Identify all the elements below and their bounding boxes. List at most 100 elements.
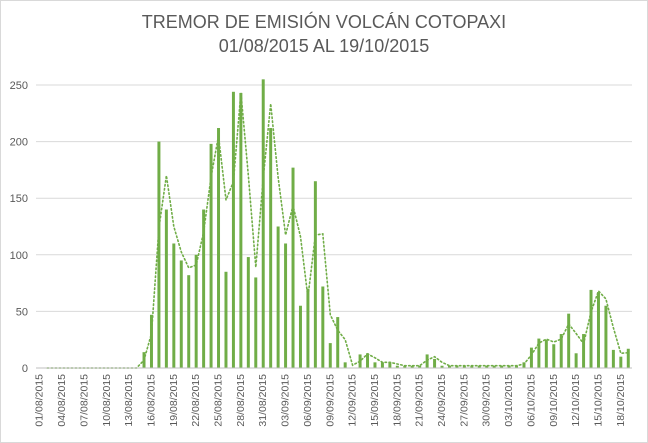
- x-tick-label: 13/08/2015: [123, 374, 135, 427]
- chart-subtitle: 01/08/2015 AL 19/10/2015: [218, 36, 430, 56]
- x-tick-label: 21/09/2015: [414, 374, 426, 427]
- bar: [217, 128, 221, 368]
- bar: [202, 209, 206, 368]
- bar: [276, 226, 280, 368]
- bar: [336, 317, 340, 368]
- x-tick-label: 12/10/2015: [570, 374, 582, 427]
- bar: [343, 362, 347, 368]
- bar: [485, 365, 489, 368]
- bar: [179, 260, 183, 368]
- bar: [492, 365, 496, 368]
- bar: [544, 339, 548, 368]
- bar: [604, 305, 608, 368]
- bar: [164, 209, 168, 368]
- bar: [433, 358, 437, 368]
- bar: [447, 365, 451, 368]
- bar: [149, 314, 153, 368]
- x-tick-label: 09/09/2015: [324, 374, 336, 427]
- bar: [157, 141, 161, 368]
- x-tick-label: 19/08/2015: [168, 374, 180, 427]
- x-tick-label: 27/09/2015: [458, 374, 470, 427]
- bar: [224, 271, 228, 368]
- bar: [611, 349, 615, 368]
- x-tick-label: 06/09/2015: [302, 374, 314, 427]
- bar: [619, 356, 623, 368]
- x-tick-label: 04/08/2015: [56, 374, 68, 427]
- x-tick-label: 24/09/2015: [436, 374, 448, 427]
- gridlines: [36, 84, 632, 312]
- x-tick-label: 16/08/2015: [146, 374, 158, 427]
- bar: [537, 338, 541, 368]
- x-tick-label: 03/10/2015: [503, 374, 515, 427]
- bar: [418, 365, 422, 368]
- bar: [440, 365, 444, 368]
- x-tick-label: 18/09/2015: [391, 374, 403, 427]
- bar: [522, 362, 526, 368]
- bar: [596, 292, 600, 368]
- bar: [187, 275, 191, 368]
- bar: [529, 347, 533, 368]
- bar: [507, 365, 511, 368]
- bar: [582, 334, 586, 368]
- bar: [239, 92, 243, 368]
- y-axis-ticks: 0 50 100 150 200 250: [10, 80, 28, 375]
- bar: [209, 143, 213, 368]
- x-tick-label: 12/09/2015: [347, 374, 359, 427]
- x-tick-label: 18/10/2015: [615, 374, 627, 427]
- bar: [306, 288, 310, 368]
- bar: [626, 348, 630, 368]
- bar: [194, 254, 198, 368]
- y-tick-label: 100: [10, 250, 28, 262]
- bars: [142, 79, 630, 369]
- bar: [574, 353, 578, 368]
- bar: [515, 365, 519, 368]
- x-tick-label: 01/08/2015: [34, 374, 46, 427]
- bar: [313, 181, 317, 368]
- bar: [373, 362, 377, 368]
- bar: [380, 362, 384, 368]
- y-tick-label: 150: [10, 193, 28, 205]
- bar: [552, 344, 556, 368]
- trendline: [46, 92, 630, 369]
- x-tick-label: 06/10/2015: [525, 374, 537, 427]
- chart-title: TREMOR DE EMISIÓN VOLCÁN COTOPAXI: [141, 12, 507, 32]
- bar: [462, 365, 466, 368]
- x-tick-label: 03/09/2015: [280, 374, 292, 427]
- bar: [261, 79, 265, 368]
- x-tick-label: 31/08/2015: [257, 374, 269, 427]
- x-tick-label: 09/10/2015: [548, 374, 560, 427]
- bar: [567, 313, 571, 368]
- chart-title-block: TREMOR DE EMISIÓN VOLCÁN COTOPAXI 01/08/…: [0, 10, 648, 58]
- y-tick-label: 250: [10, 80, 28, 92]
- trendline-moving-average: [46, 92, 630, 369]
- bar: [284, 243, 288, 368]
- bar: [403, 365, 407, 368]
- x-axis-ticks: 01/08/2015 04/08/2015 07/08/2015 10/08/2015…: [34, 374, 627, 427]
- bar: [410, 365, 414, 368]
- bar: [395, 365, 399, 368]
- bar: [559, 334, 563, 368]
- x-tick-label: 30/09/2015: [481, 374, 493, 427]
- x-tick-label: 10/08/2015: [101, 374, 113, 427]
- bar: [291, 167, 295, 368]
- x-tick-label: 22/08/2015: [190, 374, 202, 427]
- y-tick-label: 0: [22, 363, 28, 375]
- bar: [470, 365, 474, 368]
- bar: [298, 305, 302, 368]
- bar: [254, 277, 258, 368]
- bar: [477, 365, 481, 368]
- y-tick-label: 200: [10, 137, 28, 149]
- bar: [500, 365, 504, 368]
- bar: [172, 243, 176, 368]
- x-tick-label: 25/08/2015: [213, 374, 225, 427]
- bar: [246, 257, 250, 368]
- x-tick-label: 07/08/2015: [78, 374, 90, 427]
- bar: [388, 362, 392, 368]
- bar: [589, 289, 593, 368]
- bar: [321, 286, 325, 368]
- x-tick-label: 15/09/2015: [369, 374, 381, 427]
- bar: [328, 343, 332, 368]
- bar: [455, 365, 459, 368]
- y-tick-label: 50: [16, 306, 28, 318]
